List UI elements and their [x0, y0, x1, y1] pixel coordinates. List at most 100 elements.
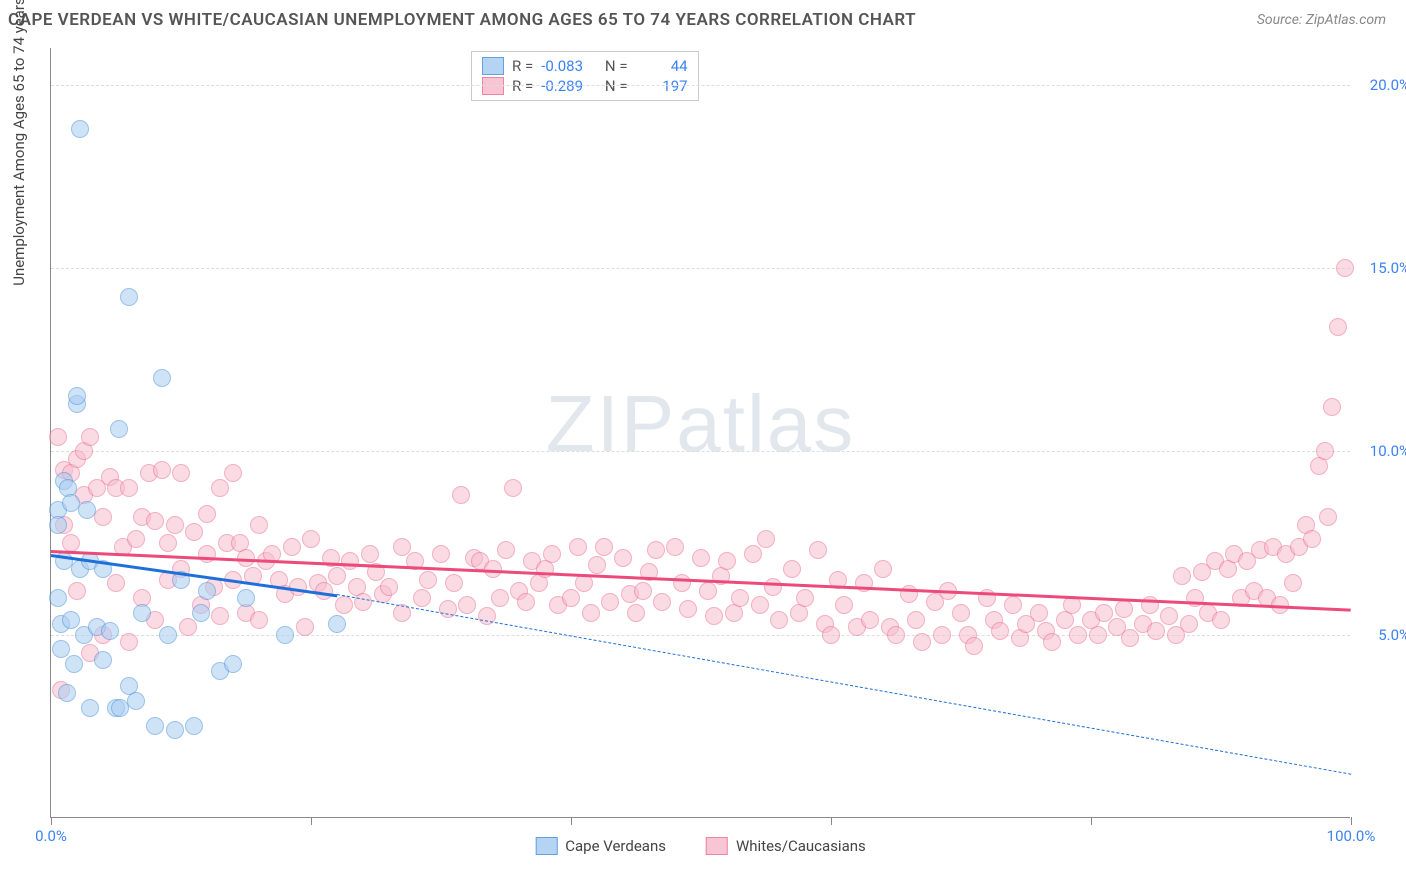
scatter-dot-cape: [78, 501, 96, 519]
series-legend: Cape Verdeans Whites/Caucasians: [535, 837, 866, 855]
source-label: Source: ZipAtlas.com: [1257, 12, 1386, 28]
scatter-dot-white: [250, 611, 268, 629]
n-label: N =: [601, 77, 627, 95]
n-label: N =: [601, 57, 627, 75]
scatter-dot-white: [1316, 442, 1334, 460]
scatter-dot-white: [731, 589, 749, 607]
scatter-dot-white: [211, 479, 229, 497]
scatter-dot-white: [692, 549, 710, 567]
scatter-dot-white: [250, 516, 268, 534]
legend-swatch-white: [706, 837, 728, 855]
scatter-dot-white: [380, 578, 398, 596]
scatter-dot-white: [1043, 633, 1061, 651]
scatter-dot-white: [1095, 604, 1113, 622]
scatter-dot-cape: [146, 717, 164, 735]
scatter-dot-white: [634, 582, 652, 600]
scatter-dot-cape: [52, 640, 70, 658]
scatter-dot-white: [913, 633, 931, 651]
x-tick: [831, 817, 832, 825]
x-tick-label: 100.0%: [1327, 827, 1376, 845]
scatter-dot-white: [770, 611, 788, 629]
scatter-dot-cape: [62, 494, 80, 512]
r-label: R =: [512, 57, 533, 75]
scatter-dot-white: [1319, 508, 1337, 526]
scatter-dot-white: [673, 574, 691, 592]
grid-line: [51, 451, 1350, 452]
scatter-dot-white: [822, 626, 840, 644]
scatter-dot-cape: [185, 717, 203, 735]
scatter-dot-white: [166, 516, 184, 534]
scatter-dot-cape: [49, 589, 67, 607]
scatter-dot-white: [887, 626, 905, 644]
scatter-dot-white: [874, 560, 892, 578]
chart-title: CAPE VERDEAN VS WHITE/CAUCASIAN UNEMPLOY…: [8, 10, 916, 30]
scatter-dot-white: [647, 541, 665, 559]
scatter-dot-white: [341, 552, 359, 570]
scatter-dot-cape: [58, 684, 76, 702]
x-tick: [571, 817, 572, 825]
scatter-dot-white: [94, 508, 112, 526]
scatter-dot-white: [1303, 530, 1321, 548]
scatter-dot-white: [445, 574, 463, 592]
scatter-dot-white: [1160, 607, 1178, 625]
n-val-cape: 44: [636, 57, 688, 75]
scatter-dot-white: [1212, 611, 1230, 629]
scatter-dot-white: [419, 571, 437, 589]
legend-label-white: Whites/Caucasians: [736, 837, 866, 855]
scatter-dot-cape: [328, 615, 346, 633]
x-tick-label: 0.0%: [35, 827, 67, 845]
scatter-dot-white: [627, 604, 645, 622]
scatter-dot-white: [1030, 604, 1048, 622]
scatter-dot-white: [757, 530, 775, 548]
scatter-dot-white: [302, 530, 320, 548]
stats-legend: R = -0.083 N = 44 R = -0.289 N = 197: [471, 51, 699, 101]
scatter-dot-white: [965, 637, 983, 655]
scatter-dot-white: [1121, 629, 1139, 647]
scatter-dot-white: [179, 618, 197, 636]
grid-line: [51, 85, 1350, 86]
scatter-dot-white: [796, 589, 814, 607]
legend-item-white: Whites/Caucasians: [706, 837, 866, 855]
scatter-dot-white: [783, 560, 801, 578]
scatter-dot-white: [68, 582, 86, 600]
r-val-cape: -0.083: [541, 57, 593, 75]
scatter-dot-cape: [224, 655, 242, 673]
stats-row-cape: R = -0.083 N = 44: [482, 56, 688, 76]
scatter-dot-white: [1323, 398, 1341, 416]
legend-swatch-cape: [535, 837, 557, 855]
scatter-dot-white: [159, 534, 177, 552]
r-val-white: -0.289: [541, 77, 593, 95]
scatter-dot-white: [588, 556, 606, 574]
watermark: ZIPatlas: [546, 377, 855, 469]
stats-row-white: R = -0.289 N = 197: [482, 76, 688, 96]
scatter-dot-white: [354, 593, 372, 611]
scatter-dot-cape: [68, 387, 86, 405]
scatter-dot-white: [543, 545, 561, 563]
scatter-dot-cape: [192, 604, 210, 622]
x-tick: [1351, 817, 1352, 825]
y-tick-label: 15.0%: [1370, 259, 1406, 277]
scatter-dot-white: [198, 505, 216, 523]
scatter-dot-white: [699, 582, 717, 600]
scatter-dot-white: [601, 593, 619, 611]
scatter-dot-cape: [101, 622, 119, 640]
scatter-dot-white: [835, 596, 853, 614]
watermark-light: atlas: [676, 378, 855, 467]
scatter-dot-white: [718, 552, 736, 570]
scatter-dot-white: [361, 545, 379, 563]
legend-label-cape: Cape Verdeans: [565, 837, 666, 855]
scatter-dot-white: [81, 428, 99, 446]
scatter-dot-cape: [65, 655, 83, 673]
scatter-dot-cape: [133, 604, 151, 622]
scatter-dot-white: [952, 604, 970, 622]
scatter-dot-white: [413, 589, 431, 607]
y-axis-label: Unemployment Among Ages 65 to 74 years: [10, 0, 28, 286]
scatter-dot-white: [991, 622, 1009, 640]
scatter-dot-white: [653, 593, 671, 611]
scatter-dot-cape: [237, 589, 255, 607]
scatter-dot-white: [62, 534, 80, 552]
scatter-dot-white: [1069, 626, 1087, 644]
scatter-dot-white: [1180, 615, 1198, 633]
scatter-dot-white: [335, 596, 353, 614]
scatter-dot-white: [1329, 318, 1347, 336]
